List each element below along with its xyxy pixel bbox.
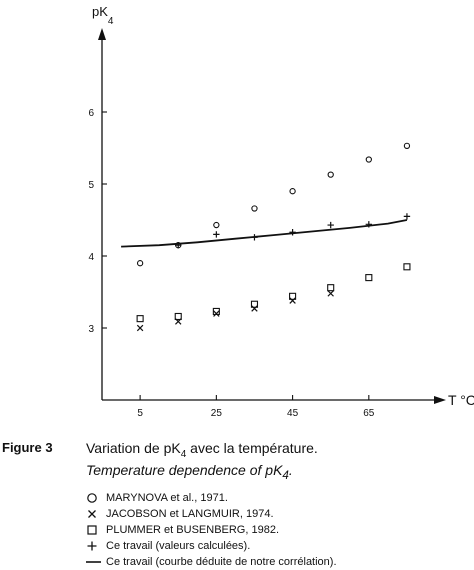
y-tick-label: 4 [88,252,94,263]
x-tick-label: 25 [211,408,223,419]
data-marks [121,142,411,332]
data-point-x [289,297,296,304]
data-point-circle [289,188,296,195]
legend-item: Ce travail (valeurs calculées). [86,538,337,554]
data-point-circle [327,171,334,178]
legend-item: PLUMMER et BUSENBERG, 1982. [86,522,337,538]
correlation-curve [121,219,408,248]
circle-marker-icon [86,492,106,504]
legend-label: Ce travail (courbe déduite de notre corr… [106,556,337,568]
legend-label: JACOBSON et LANGMUIR, 1974. [106,508,274,520]
data-point-plus [213,231,220,238]
y-tick-label: 5 [88,180,94,191]
figure-label: Figure 3 [2,440,53,455]
data-point-circle [251,205,258,212]
legend: MARYNOVA et al., 1971. JACOBSON et LANGM… [86,490,337,570]
legend-item: MARYNOVA et al., 1971. [86,490,337,506]
y-tick-label: 3 [88,324,94,335]
data-point-x [213,310,220,317]
plus-marker-icon [86,540,106,552]
data-point-circle [403,142,411,149]
data-point-plus [403,213,411,220]
data-point-square [212,307,220,315]
x-tick-label: 45 [287,408,299,419]
data-point-square [327,284,335,292]
x-axis-label: T °C [448,392,474,408]
square-marker-icon [86,524,106,536]
data-point-circle [136,260,144,267]
y-axis-label: pK4 [92,4,114,27]
figure-subtitle: Temperature dependence of pK4. [86,462,293,482]
x-marker-icon [86,508,106,520]
legend-label: PLUMMER et BUSENBERG, 1982. [106,524,280,536]
x-tick-label: 65 [363,408,375,419]
data-point-plus [327,221,334,229]
data-point-x [327,290,334,297]
data-point-square [174,312,182,321]
data-point-circle [365,156,372,163]
legend-label: MARYNOVA et al., 1971. [106,492,228,504]
data-point-square [289,292,297,300]
x-tick-label: 5 [137,408,143,419]
data-point-square [136,315,144,323]
x-axis-arrow [434,396,446,404]
legend-label: Ce travail (valeurs calculées). [106,540,251,552]
data-point-square [403,263,411,271]
data-point-circle [213,221,220,229]
y-tick-label: 6 [88,108,94,119]
y-axis-arrow [98,28,106,40]
figure-title: Variation de pK4 avec la température. [86,440,318,460]
legend-item: Ce travail (courbe déduite de notre corr… [86,554,337,570]
legend-item: JACOBSON et LANGMUIR, 1974. [86,506,337,522]
data-point-square [250,300,259,308]
data-point-square [365,274,373,282]
data-point-x [136,324,144,332]
line-marker-icon [86,556,106,568]
data-point-x [251,305,258,312]
